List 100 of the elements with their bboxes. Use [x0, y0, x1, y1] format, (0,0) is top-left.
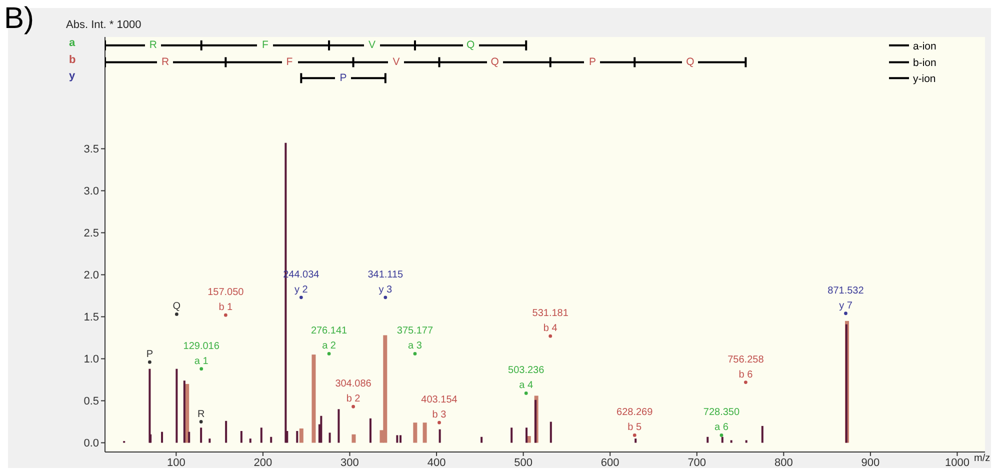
- bar: [312, 354, 316, 443]
- data-label: 276.141 a 2: [310, 326, 348, 352]
- data-label: 756.258 b 6: [728, 354, 764, 380]
- bar: [338, 409, 340, 443]
- annotation: P: [335, 71, 352, 86]
- bar: [422, 422, 427, 443]
- bar: [369, 418, 372, 443]
- y-axis-title: Abs. Int. * 1000: [66, 19, 142, 31]
- point: [744, 380, 748, 384]
- data-label: 157.050 b 1: [208, 287, 244, 314]
- y-tick-label: 2.0: [84, 270, 99, 282]
- bar: [761, 426, 764, 443]
- data-label: 728.350 a 6: [703, 407, 740, 434]
- annotation: P: [584, 55, 600, 70]
- y-tick-label: 0.5: [84, 396, 99, 408]
- y-tick-label: 0.0: [84, 438, 99, 450]
- point: [199, 420, 203, 424]
- bar: [526, 436, 531, 443]
- bar: [383, 335, 388, 443]
- x-tick-label: 300: [340, 456, 359, 469]
- data-label: 531.181 b 4: [532, 308, 569, 334]
- data-label: 341.115 y 3: [368, 269, 404, 296]
- bar: [845, 324, 848, 443]
- bar: [634, 438, 637, 443]
- bar: [721, 436, 724, 443]
- annotation: Q: [462, 38, 479, 52]
- bar: [183, 380, 186, 443]
- annotation: R: [157, 55, 174, 70]
- point: [844, 312, 848, 316]
- bar: [161, 432, 164, 443]
- bar: [438, 429, 441, 443]
- y-tick-label: 3.5: [84, 144, 99, 156]
- point: [327, 352, 331, 356]
- data-label: 304.086 b 2: [335, 378, 372, 405]
- annotation: R: [145, 38, 162, 52]
- data-label: 375.177 a 3: [396, 326, 434, 352]
- bar: [188, 432, 190, 443]
- annotation: F: [282, 55, 298, 70]
- point: [720, 434, 724, 437]
- x-tick-label: 1000: [944, 456, 970, 469]
- point: [174, 312, 178, 316]
- x-axis-title: m/z: [974, 453, 990, 464]
- text: y: [69, 70, 76, 82]
- data-label: Q: [172, 301, 181, 312]
- bar: [706, 436, 709, 443]
- bar: [200, 428, 202, 443]
- bar: [225, 420, 228, 443]
- x-tick-label: 600: [600, 456, 620, 469]
- annotation: F: [257, 38, 274, 52]
- point: [413, 352, 417, 356]
- x-tick-label: 400: [427, 456, 446, 469]
- bar: [526, 428, 528, 443]
- x-tick-label: 200: [254, 456, 272, 469]
- x-tick-label: 500: [514, 456, 532, 469]
- bar: [730, 440, 732, 443]
- bar: [328, 432, 331, 443]
- bar: [396, 435, 398, 443]
- bar: [260, 428, 262, 443]
- data-label: 503.236 a 4: [508, 365, 545, 392]
- bar: [352, 434, 356, 443]
- point: [224, 313, 228, 317]
- text: b: [69, 54, 76, 66]
- bar: [413, 422, 418, 443]
- bar: [299, 428, 304, 443]
- bar: [148, 368, 151, 443]
- bar: [510, 428, 513, 443]
- bar: [550, 422, 552, 443]
- x-tick-label: 700: [688, 456, 706, 469]
- point: [438, 420, 441, 424]
- legend-label: a-ion: [913, 40, 937, 52]
- x-tick-label: 900: [861, 456, 880, 469]
- bar: [480, 436, 483, 443]
- y-tick-label: 3.0: [84, 186, 99, 198]
- point: [299, 296, 303, 300]
- annotation: Q: [486, 55, 503, 70]
- bar: [208, 438, 211, 443]
- bar: [534, 400, 537, 443]
- legend-label: y-ion: [913, 73, 936, 86]
- bar: [270, 436, 272, 443]
- legend-label: b-ion: [913, 57, 937, 70]
- x-tick-label: 100: [166, 456, 186, 469]
- data-label: 628.269 b 5: [616, 407, 654, 434]
- bar: [400, 435, 402, 443]
- y-tick-label: 1.5: [84, 312, 99, 324]
- y-tick-label: 1.0: [84, 354, 99, 366]
- bar: [240, 431, 242, 443]
- point: [200, 367, 204, 371]
- point: [352, 404, 355, 408]
- bar: [249, 438, 252, 443]
- y-tick-label: 2.5: [84, 228, 99, 240]
- chart-title: B): [4, 2, 34, 36]
- bar: [745, 440, 748, 443]
- point: [548, 334, 552, 338]
- data-label: 403.154 b 3: [421, 394, 458, 421]
- bar: [296, 431, 298, 443]
- point: [384, 296, 388, 300]
- data-label: 871.532 y 7: [828, 285, 864, 312]
- x-tick-label: 800: [774, 456, 793, 469]
- point: [148, 360, 152, 364]
- point: [632, 434, 636, 437]
